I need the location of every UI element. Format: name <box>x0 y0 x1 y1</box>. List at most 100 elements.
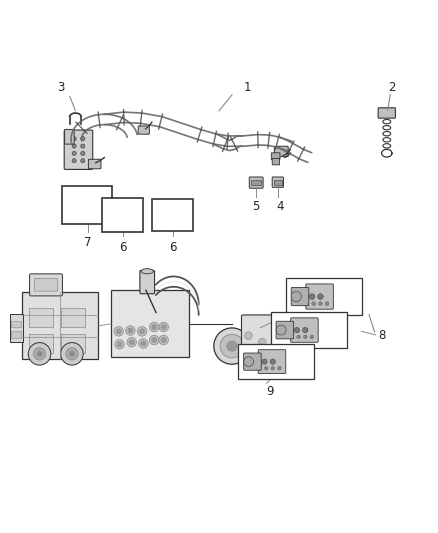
Circle shape <box>72 151 76 156</box>
Circle shape <box>81 151 85 156</box>
Text: 9: 9 <box>266 385 273 398</box>
FancyBboxPatch shape <box>272 177 283 188</box>
Ellipse shape <box>141 269 153 274</box>
Circle shape <box>227 341 237 351</box>
Circle shape <box>152 325 157 329</box>
Bar <box>10 314 23 342</box>
Circle shape <box>161 325 166 329</box>
Text: 6: 6 <box>119 241 127 254</box>
Circle shape <box>294 327 300 333</box>
FancyBboxPatch shape <box>276 321 293 339</box>
FancyBboxPatch shape <box>64 130 93 169</box>
Circle shape <box>312 302 316 305</box>
Circle shape <box>116 329 121 334</box>
Bar <box>152 199 193 231</box>
Circle shape <box>270 359 276 364</box>
Circle shape <box>66 348 78 360</box>
Bar <box>274 180 282 185</box>
Bar <box>63 186 112 224</box>
FancyBboxPatch shape <box>241 315 272 361</box>
Bar <box>11 332 21 338</box>
Text: 3: 3 <box>57 82 65 94</box>
Bar <box>11 320 21 327</box>
Circle shape <box>159 335 168 345</box>
FancyBboxPatch shape <box>65 130 74 144</box>
Circle shape <box>152 337 157 343</box>
Circle shape <box>318 302 322 305</box>
Circle shape <box>115 340 124 349</box>
Bar <box>29 334 53 353</box>
FancyBboxPatch shape <box>88 159 101 169</box>
Circle shape <box>291 292 301 302</box>
Circle shape <box>265 367 268 370</box>
Circle shape <box>81 136 85 141</box>
FancyBboxPatch shape <box>72 196 77 214</box>
Circle shape <box>114 327 124 336</box>
Circle shape <box>137 327 147 336</box>
Circle shape <box>276 325 286 335</box>
Bar <box>61 334 85 353</box>
FancyBboxPatch shape <box>291 287 309 305</box>
Circle shape <box>149 322 159 332</box>
Bar <box>61 308 85 327</box>
Bar <box>102 198 143 232</box>
Circle shape <box>258 338 266 346</box>
Text: 1: 1 <box>244 80 251 93</box>
FancyBboxPatch shape <box>306 284 333 309</box>
Circle shape <box>28 343 51 365</box>
FancyBboxPatch shape <box>274 146 288 157</box>
Circle shape <box>70 351 74 357</box>
Circle shape <box>37 351 42 357</box>
Text: 7: 7 <box>84 236 91 249</box>
Circle shape <box>72 159 76 163</box>
FancyBboxPatch shape <box>138 126 149 134</box>
Circle shape <box>159 322 168 332</box>
Circle shape <box>126 326 135 335</box>
Circle shape <box>244 357 254 367</box>
Circle shape <box>129 340 134 345</box>
FancyBboxPatch shape <box>258 350 286 374</box>
FancyBboxPatch shape <box>157 206 180 225</box>
Circle shape <box>127 337 136 347</box>
Circle shape <box>139 329 145 334</box>
Bar <box>251 180 261 185</box>
Circle shape <box>128 328 133 333</box>
Bar <box>29 308 53 327</box>
Circle shape <box>161 337 166 343</box>
Bar <box>271 312 346 348</box>
FancyBboxPatch shape <box>22 293 98 359</box>
FancyBboxPatch shape <box>114 206 130 224</box>
Circle shape <box>214 328 250 364</box>
Circle shape <box>318 294 323 300</box>
Circle shape <box>61 343 83 365</box>
FancyBboxPatch shape <box>271 153 280 160</box>
Text: 5: 5 <box>252 200 259 213</box>
Circle shape <box>303 327 308 333</box>
Bar <box>286 278 362 315</box>
Circle shape <box>72 136 76 141</box>
Circle shape <box>244 332 252 340</box>
Text: 2: 2 <box>388 80 396 93</box>
Circle shape <box>325 302 329 305</box>
Text: 8: 8 <box>378 329 385 342</box>
FancyBboxPatch shape <box>74 195 99 218</box>
FancyBboxPatch shape <box>34 279 58 291</box>
Circle shape <box>72 144 76 148</box>
FancyBboxPatch shape <box>111 290 189 357</box>
Circle shape <box>278 367 281 370</box>
Circle shape <box>138 338 148 348</box>
FancyBboxPatch shape <box>272 158 279 165</box>
Text: 4: 4 <box>276 200 284 213</box>
FancyBboxPatch shape <box>249 177 263 188</box>
Circle shape <box>262 359 267 364</box>
Circle shape <box>149 335 159 345</box>
Circle shape <box>271 367 275 370</box>
Circle shape <box>81 144 85 148</box>
Circle shape <box>81 159 85 163</box>
Circle shape <box>304 335 307 338</box>
Circle shape <box>244 345 252 352</box>
FancyBboxPatch shape <box>30 274 63 296</box>
FancyBboxPatch shape <box>244 353 261 370</box>
Circle shape <box>117 342 122 347</box>
Circle shape <box>33 348 46 360</box>
